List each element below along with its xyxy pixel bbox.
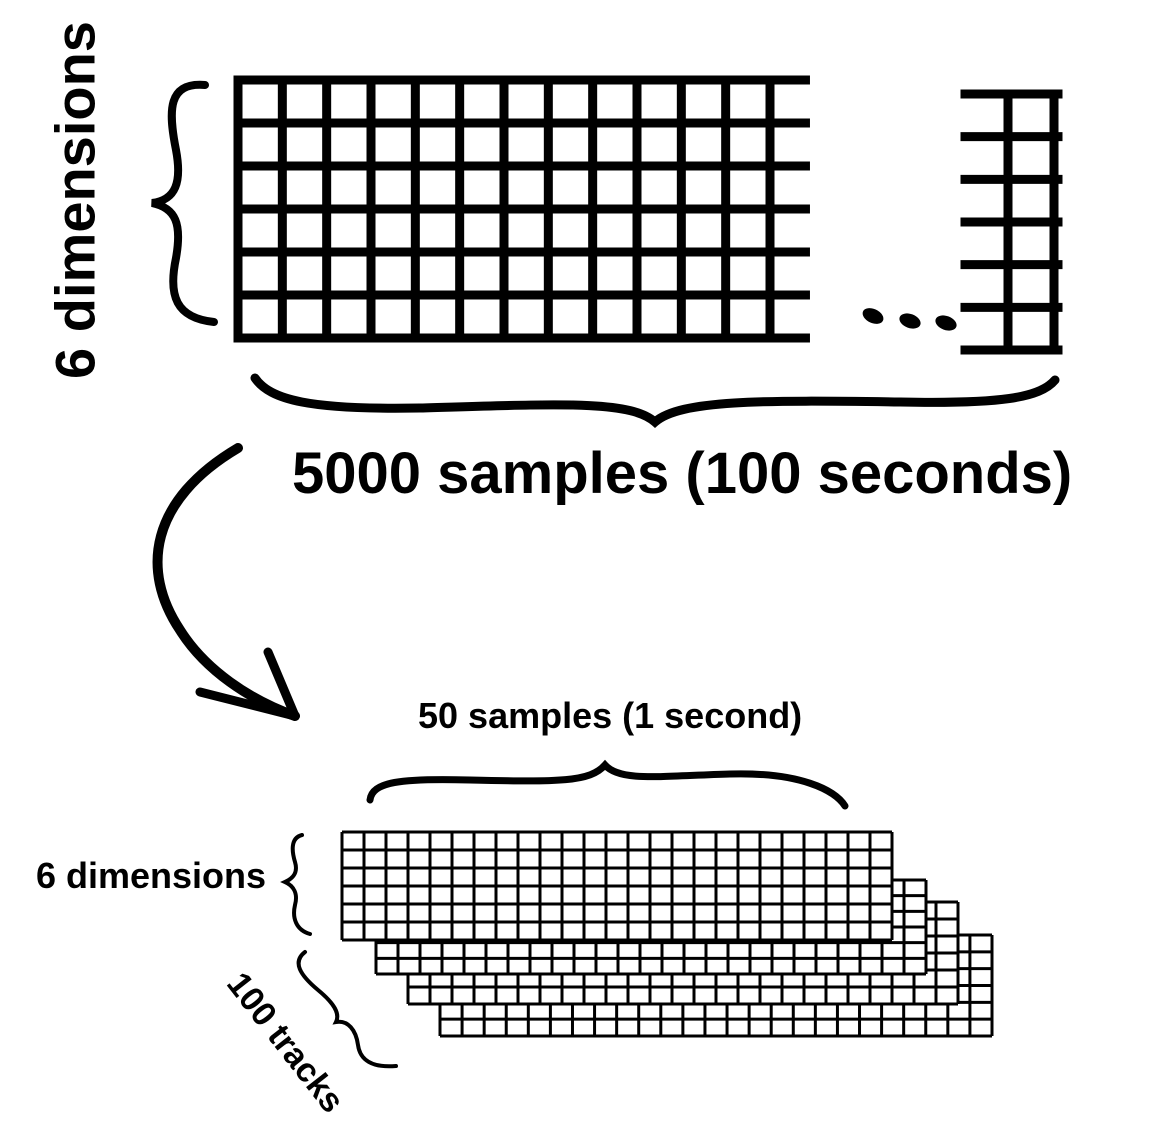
bottom-dimensions-label: 6 dimensions xyxy=(36,855,267,896)
bottom-samples-label: 50 samples (1 second) xyxy=(418,695,803,736)
top-dimensions-brace xyxy=(150,80,218,326)
top-grid-tail xyxy=(960,89,1063,355)
top-samples-label: 5000 samples (100 seconds) xyxy=(292,441,1073,506)
bottom-dimensions-brace xyxy=(280,833,312,936)
transform-arrow xyxy=(152,443,300,721)
transform-arrow-head xyxy=(195,647,300,721)
top-samples-brace xyxy=(250,373,1060,428)
bottom-samples-brace xyxy=(366,759,849,810)
ellipsis-dots xyxy=(862,308,957,331)
top-dimensions-label: 6 dimensions xyxy=(43,21,107,379)
top-grid-main xyxy=(233,75,810,343)
tracks-brace xyxy=(296,950,398,1069)
stack-layer-1 xyxy=(340,830,894,942)
